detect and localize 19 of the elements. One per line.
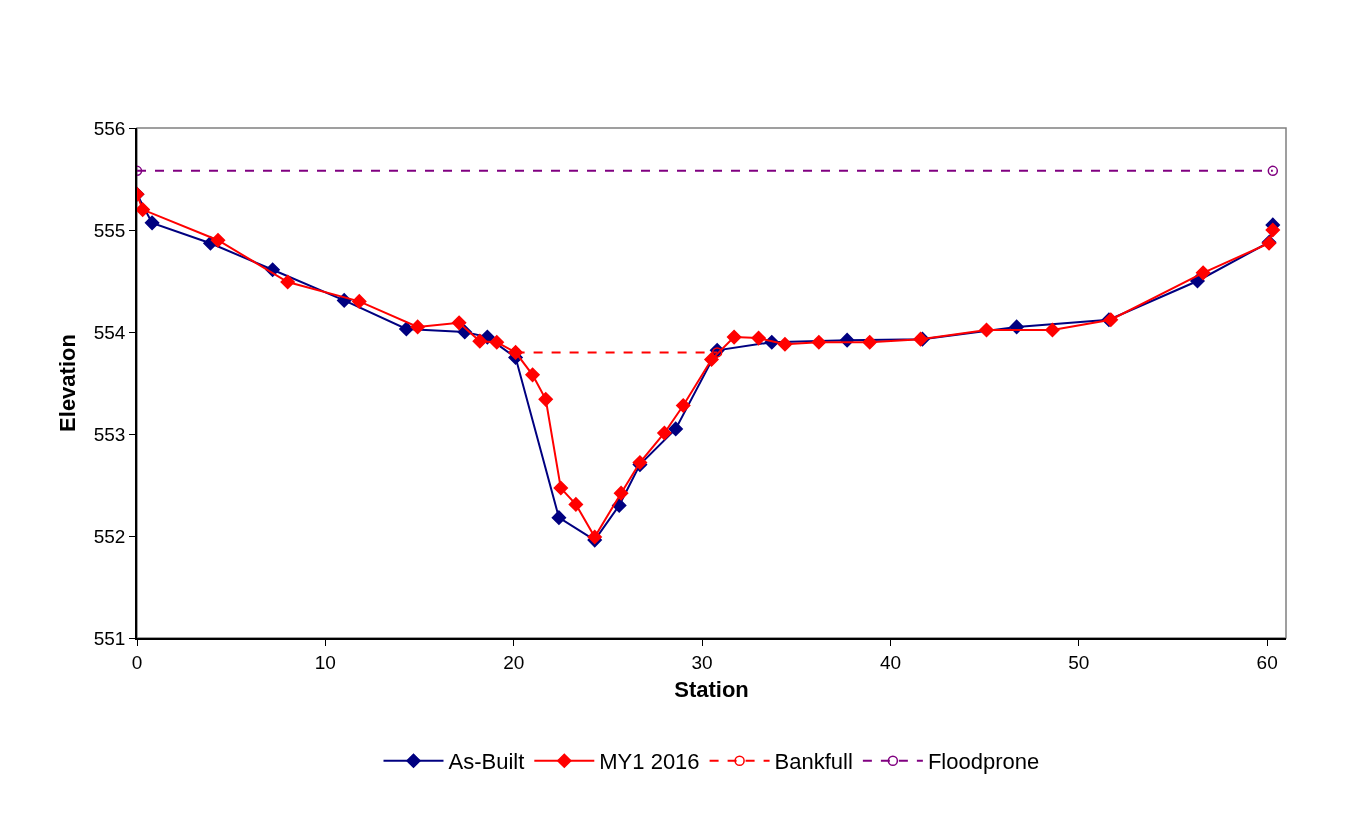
y-tick-label: 551 [93, 627, 126, 649]
x-tick-label: 60 [1256, 651, 1278, 673]
y-tick-label: 552 [93, 525, 126, 547]
legend-label: Floodprone [927, 749, 1040, 775]
x-axis-title: Station [674, 676, 749, 702]
x-tick-label: 10 [314, 651, 336, 673]
x-tick-label: 20 [503, 651, 525, 673]
legend-label: MY1 2016 [599, 749, 700, 775]
legend-label: As-Built [448, 749, 525, 775]
x-tick-label: 0 [131, 651, 143, 673]
x-tick-label: 40 [879, 651, 902, 673]
y-tick-label: 556 [93, 117, 126, 139]
x-tick-label: 50 [1068, 651, 1090, 673]
y-tick-label: 555 [93, 219, 126, 241]
legend-label: Bankfull [774, 749, 853, 775]
y-tick-label: 553 [93, 423, 126, 445]
x-tick-label: 30 [691, 651, 713, 673]
y-tick-label: 554 [93, 321, 126, 343]
y-axis-title: Elevation [55, 334, 81, 432]
